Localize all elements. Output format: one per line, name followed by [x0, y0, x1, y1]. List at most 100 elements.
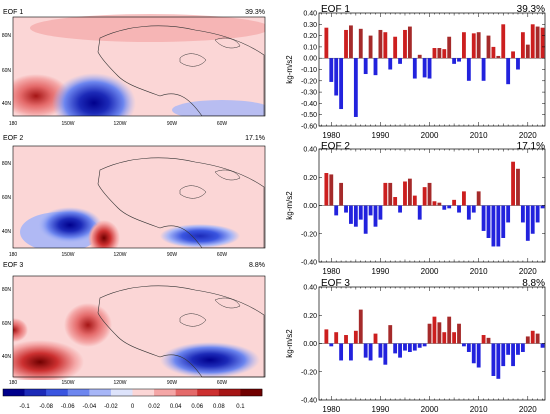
eof2-bar: [403, 181, 407, 206]
eof3-bar: [447, 316, 452, 344]
eof1-bar: [378, 29, 383, 59]
eof2-bar: [496, 205, 501, 247]
eof3-xtick-label: 1980: [322, 405, 340, 414]
eof2-lon-60w: 60W: [217, 252, 228, 258]
colorbar-tick-label: 0: [131, 404, 135, 410]
eof2-chart-title: EOF 2: [321, 141, 350, 152]
eof3-xtick-label: 2020: [519, 405, 537, 414]
eof2-bar: [437, 202, 442, 206]
eof3-lon-120w: 120W: [113, 380, 126, 386]
eof2-ytick-label: -0.20: [301, 231, 317, 238]
eof2-coastline: [97, 157, 265, 248]
eof1-map: EOF 1 39.3% 80N 60N 40N 180 150W 120W 90…: [2, 9, 266, 127]
eof2-lat-80n: 80N: [2, 161, 12, 167]
eof2-bar: [447, 205, 452, 209]
colorbar-swatch: [46, 389, 69, 396]
eof1-bar: [462, 32, 466, 59]
eof1-bar: [412, 58, 417, 79]
eof1-bar: [339, 58, 344, 110]
eof1-map-frame: [12, 16, 266, 117]
eof2-bar: [427, 182, 432, 206]
eof1-ytick-label: -0.30: [301, 90, 317, 97]
colorbar-swatch: [24, 389, 47, 396]
eof3-bar: [486, 337, 491, 344]
eof1-bar: [486, 35, 491, 59]
eof2-ytick-label: 0.40: [303, 147, 317, 154]
eof2-ytick-label: 0.00: [303, 203, 317, 210]
eof3-bar: [398, 343, 402, 358]
eof1-bar: [530, 24, 535, 59]
colorbar-tick-label: -0.06: [61, 404, 75, 410]
eof1-bar: [353, 58, 358, 117]
eof1-ytick-label: -0.20: [301, 78, 317, 85]
eof1-bar: [506, 58, 511, 85]
eof3-bar: [417, 343, 422, 348]
eof1-ylabel: kg-m/s2: [285, 55, 294, 84]
eof1-bar: [447, 36, 452, 59]
eof1-bar: [535, 26, 540, 59]
eof3-bar: [457, 323, 461, 344]
eof1-bar: [358, 28, 363, 59]
eof2-map: EOF 2 17.1% 80N 60N 40N 180 150W 120W 90…: [2, 135, 266, 258]
eof2-lon-180: 180: [9, 252, 18, 258]
eof1-ytick-label: 0.40: [303, 11, 317, 18]
colorbar: -0.1 -0.08 -0.06 -0.04 -0.02 0 0.02 0.04 0.06 0.0…: [2, 388, 263, 410]
eof1-bar: [368, 35, 373, 59]
eof1-bar: [349, 25, 353, 59]
eof1-negative-band: [172, 100, 265, 116]
eof1-ytick-label: 0.00: [303, 56, 317, 63]
eof3-ytick-label: 0.00: [303, 341, 317, 348]
eof2-bar: [535, 205, 540, 223]
eof3-xtick-label: 2000: [421, 405, 439, 414]
eof2-islands: [179, 169, 241, 199]
eof3-lat-40n: 40N: [2, 354, 12, 360]
eof2-bar: [452, 199, 457, 206]
eof1-bar: [471, 33, 476, 59]
eof1-bar: [398, 58, 402, 64]
eof2-lon-90w: 90W: [167, 252, 178, 258]
eof2-bar: [388, 182, 393, 206]
eof3-bar: [491, 343, 496, 376]
eof3-chart-pct: 8.8%: [522, 278, 545, 289]
eof1-bar: [383, 32, 388, 59]
eof3-bar: [506, 343, 511, 355]
eof1-lon-150w: 150W: [61, 121, 74, 127]
eof2-bar-chart: -0.40 -0.20 0.00 0.20 0.40 1980 1990 2000 2010 20…: [285, 141, 546, 276]
eof1-ytick-label: 0.30: [303, 22, 317, 29]
eof2-bar: [481, 205, 486, 231]
eof2-bar: [422, 187, 427, 206]
eof3-bar: [476, 343, 481, 368]
eof2-bar: [373, 205, 378, 227]
eof2-bar: [457, 205, 461, 213]
colorbar-tick-label: -0.02: [104, 404, 118, 410]
eof2-bar: [339, 182, 344, 206]
eof1-ytick-label: -0.60: [301, 124, 317, 131]
eof3-ytick-label: -0.40: [301, 398, 317, 405]
eof2-xtick-label: 2000: [421, 267, 439, 276]
eof1-ytick-label: -0.40: [301, 101, 317, 108]
eof1-bar: [452, 58, 457, 64]
eof2-bar: [462, 191, 466, 206]
eof3-ylabel: kg-m/s2: [285, 329, 294, 358]
eof3-lat-60n: 60N: [2, 321, 12, 327]
eof3-bar: [349, 343, 353, 361]
colorbar-swatch: [154, 389, 176, 396]
eof1-bar: [466, 58, 471, 81]
eof2-negative-anomaly: [38, 207, 102, 243]
eof3-lon-60w: 60W: [217, 380, 228, 386]
colorbar-tick-label: 0.02: [148, 404, 160, 410]
colorbar-tick-label: 0.1: [236, 404, 245, 410]
eof1-bar: [373, 58, 378, 76]
eof3-bar: [535, 333, 540, 344]
eof2-ylabel: kg-m/s2: [285, 191, 294, 220]
eof2-bar: [530, 205, 535, 234]
eof3-bar: [501, 343, 506, 367]
eof1-xtick-label: 2020: [519, 131, 537, 140]
eof1-bar: [496, 55, 501, 59]
eof1-xtick-label: 1990: [372, 131, 390, 140]
eof1-bar: [393, 36, 398, 59]
eof3-map-pct: 8.8%: [249, 262, 265, 269]
eof3-bar: [511, 343, 515, 367]
eof1-bar: [417, 54, 422, 59]
eof3-bar: [373, 333, 378, 344]
